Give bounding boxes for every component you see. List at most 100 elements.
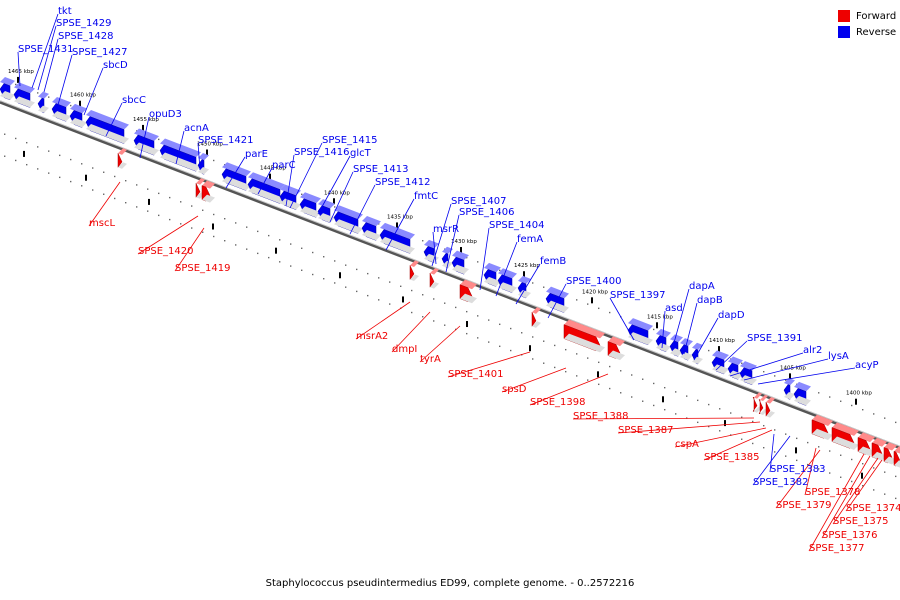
reverse-gene-11-leader (257, 167, 273, 195)
reverse-gene-16-glyph (379, 222, 415, 254)
reverse-gene-29-top (712, 350, 729, 361)
forward-gene-4-top (430, 268, 439, 275)
forward-gene-15-label: SPSE_1374 (846, 503, 900, 514)
reverse-gene-14-label: glcT (350, 148, 372, 159)
reverse-gene-20-top (484, 262, 501, 273)
reverse-gene-15-leader (329, 171, 354, 223)
reverse-gene-16-label: SPSE_1412 (375, 177, 431, 188)
forward-gene-5-label: tyrA (420, 354, 441, 365)
track-dot (543, 340, 545, 342)
forward-gene-7-shadow (564, 333, 605, 353)
forward-gene-10-leader (617, 421, 761, 434)
track-dot (268, 234, 270, 237)
forward-gene-17-label: SPSE_1376 (822, 530, 878, 541)
reverse-gene-2-top (38, 91, 49, 99)
track-dot (851, 404, 853, 407)
forward-gene-0-face (117, 153, 123, 169)
track-dot (807, 441, 809, 444)
reverse-gene-33-glyph (793, 381, 811, 406)
track-dot (48, 172, 50, 174)
forward-gene-3-leader (355, 301, 411, 340)
reverse-gene-26-label: asd (665, 303, 683, 314)
reverse-gene-35-label: SPSE_1382 (753, 477, 809, 488)
reverse-gene-24-label: SPSE_1400 (566, 276, 622, 287)
scale-label: 1410 kbp (709, 338, 735, 344)
reverse-gene-14-shadow (334, 219, 363, 234)
track-dot (576, 353, 578, 355)
track-dot (15, 83, 17, 86)
track-dot (631, 396, 633, 398)
forward-gene-4-glyph (429, 268, 439, 289)
track-dot (598, 383, 600, 386)
reverse-gene-32-leader (743, 358, 829, 381)
track-dot (422, 294, 424, 296)
reverse-gene-2-glyph (37, 91, 49, 114)
track-dot (631, 374, 633, 376)
track-dot (345, 264, 347, 266)
track-dot (829, 450, 831, 452)
scale-label: 1415 kbp (647, 314, 673, 320)
reverse-gene-21-top (498, 268, 517, 279)
reverse-gene-0-top (0, 77, 15, 86)
reverse-gene-6-label: sbcC (122, 95, 146, 106)
reverse-gene-27-shadow (680, 352, 693, 361)
forward-gene-0-glyph (117, 148, 127, 169)
forward-gene-8-top (608, 336, 625, 347)
track-dot (840, 400, 842, 402)
track-dot (752, 442, 754, 445)
track-dot (257, 230, 259, 233)
track-dot (367, 272, 369, 275)
track-dot (642, 378, 644, 380)
track-dot (785, 455, 787, 457)
track-dot (356, 290, 358, 293)
forward-gene-12-top (812, 414, 833, 426)
scale-label: 1425 kbp (514, 263, 540, 269)
scale-label: 1455 kbp (133, 117, 159, 123)
track-dot (510, 327, 512, 330)
reverse-gene-29-shadow (712, 364, 729, 375)
track-dot (477, 315, 479, 317)
reverse-gene-28-shadow (692, 356, 703, 365)
track-dot (686, 395, 688, 397)
track-dot (554, 366, 556, 369)
track-dot (411, 311, 413, 314)
reverse-gene-3-label: SPSE_1431 (18, 44, 74, 55)
track-dot (620, 370, 622, 372)
forward-gene-8-leader (529, 373, 609, 406)
track-dot (235, 244, 237, 246)
reverse-gene-1-shadow (14, 96, 35, 108)
track-dot (323, 256, 325, 258)
track-dot (598, 361, 600, 364)
forward-gene-4-shadow (430, 282, 439, 289)
reverse-gene-25-label: SPSE_1397 (610, 290, 666, 301)
forward-gene-6-face (531, 312, 537, 328)
track-dot (158, 192, 160, 195)
reverse-gene-8-shadow (198, 167, 209, 175)
track-dot (466, 256, 468, 259)
reverse-gene-3-leader (17, 51, 21, 87)
reverse-gene-34-leader (769, 433, 775, 473)
track-dot (92, 189, 94, 191)
forward-gene-13-glyph (831, 422, 859, 450)
forward-gene-10-face (758, 399, 764, 415)
forward-gene-10-top (760, 394, 768, 401)
legend: Forward Reverse (838, 8, 896, 40)
track-dot (213, 235, 215, 238)
track-dot (15, 159, 17, 162)
forward-gene-13-leader (804, 447, 817, 496)
reverse-gene-12-top (300, 192, 321, 204)
track-dot (807, 463, 809, 466)
reverse-gene-26-shadow (670, 348, 683, 357)
track-dot (697, 421, 699, 424)
reverse-gene-10-glyph (247, 172, 285, 204)
reverse-gene-8-leader (175, 130, 185, 165)
track-dot (752, 420, 754, 423)
track-dot (587, 379, 589, 381)
forward-gene-12-label: SPSE_1385 (704, 452, 760, 463)
track-dot (873, 489, 875, 491)
track-dot (675, 391, 677, 393)
legend-forward: Forward (838, 8, 896, 24)
track-dot (257, 252, 259, 255)
forward-gene-0-label: mscL (89, 218, 115, 229)
forward-gene-14-glyph (857, 432, 875, 457)
